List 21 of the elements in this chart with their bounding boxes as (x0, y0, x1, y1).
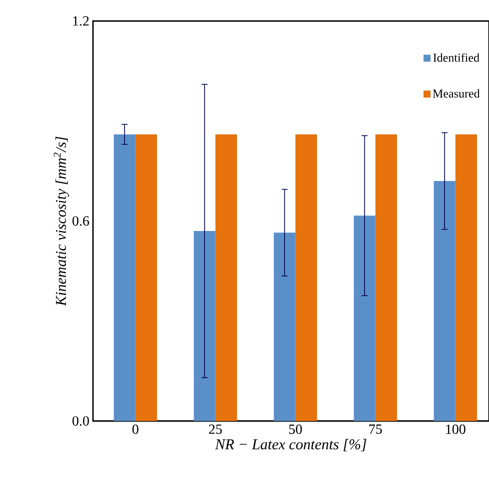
legend-label: Identified (433, 53, 480, 62)
x-tick-label: 100 (446, 424, 466, 434)
x-tick-label: 50 (289, 424, 302, 434)
y-tick-label: 0.0 (72, 416, 89, 426)
legend-label: Measured (432, 89, 480, 98)
bar (215, 134, 238, 421)
bar (135, 134, 157, 421)
bar (274, 232, 296, 421)
x-axis-title: NR − Latex contents [%] (215, 438, 366, 452)
bar (114, 134, 136, 421)
bar (434, 181, 456, 421)
bar (354, 216, 376, 421)
y-tick-label: 0.6 (72, 216, 90, 226)
y-tick-label: 1.2 (73, 16, 89, 26)
bar (375, 134, 398, 421)
bar (295, 134, 318, 421)
x-tick-label: 75 (369, 424, 382, 434)
y-axis-title: Kinematic viscosity [mm$^{2}$/s] (54, 136, 70, 306)
x-tick-label: 0 (132, 424, 138, 434)
bar (455, 134, 478, 421)
x-tick-label: 25 (209, 424, 222, 434)
